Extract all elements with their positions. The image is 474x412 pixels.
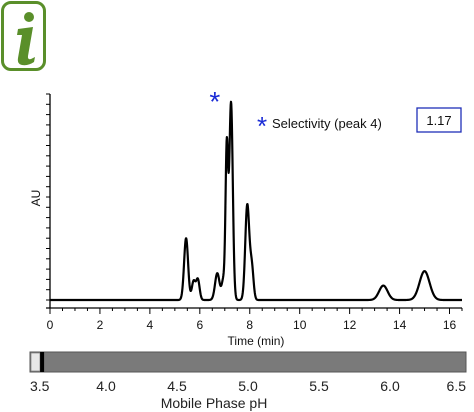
x-tick-label: 2 bbox=[97, 318, 104, 332]
ph-slider-label: Mobile Phase pH bbox=[161, 395, 268, 411]
ph-slider-handle[interactable] bbox=[40, 352, 45, 372]
ph-tick-label: 5.0 bbox=[238, 378, 258, 394]
marked-peak-star: * bbox=[209, 86, 220, 117]
ph-slider[interactable] bbox=[29, 351, 467, 373]
selectivity-annotation: * Selectivity (peak 4) 1.17 bbox=[257, 107, 462, 141]
ph-slider-track[interactable] bbox=[29, 351, 467, 373]
x-tick-label: 0 bbox=[47, 318, 54, 332]
selectivity-label: Selectivity (peak 4) bbox=[272, 116, 382, 131]
ph-tick-label: 4.0 bbox=[96, 378, 116, 394]
y-axis bbox=[46, 93, 51, 308]
x-tick-label: 6 bbox=[196, 318, 203, 332]
x-tick-label: 8 bbox=[246, 318, 253, 332]
ph-tick-label: 6.5 bbox=[447, 378, 467, 394]
selectivity-value-box bbox=[416, 107, 462, 133]
ph-slider-ticks: 3.5 4.0 4.5 5.0 5.5 6.0 6.5 bbox=[30, 378, 466, 394]
x-tick-label: 12 bbox=[343, 318, 357, 332]
ph-tick-label: 3.5 bbox=[30, 378, 50, 394]
y-axis-label: AU bbox=[29, 190, 43, 207]
chromatogram-trace bbox=[49, 100, 463, 302]
ph-tick-label: 5.5 bbox=[309, 378, 329, 394]
x-tick-label: 10 bbox=[293, 318, 307, 332]
info-icon bbox=[17, 12, 35, 66]
info-badge bbox=[1, 1, 46, 71]
annotation-star: * bbox=[257, 111, 267, 141]
x-axis-label: Time (min) bbox=[228, 334, 285, 348]
x-tick-label: 4 bbox=[147, 318, 154, 332]
selectivity-value: 1.17 bbox=[426, 113, 451, 128]
x-tick-label: 14 bbox=[393, 318, 407, 332]
ph-tick-label: 6.0 bbox=[380, 378, 400, 394]
x-axis: 0 2 4 6 8 10 12 14 16 bbox=[46, 307, 463, 332]
ph-slider-start-cap bbox=[30, 352, 41, 372]
ph-tick-label: 4.5 bbox=[167, 378, 187, 394]
x-tick-label: 16 bbox=[443, 318, 457, 332]
